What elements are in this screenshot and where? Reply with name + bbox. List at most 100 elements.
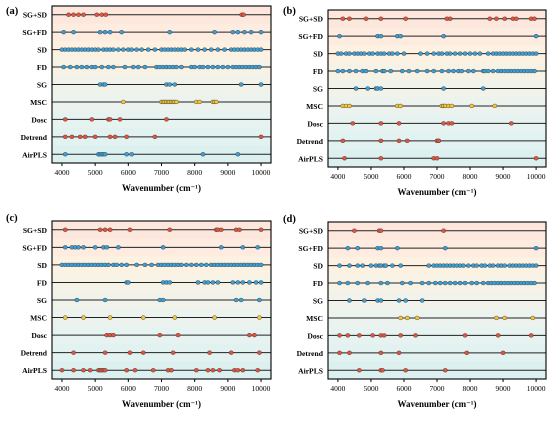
data-point [215, 64, 221, 70]
data-point [340, 16, 346, 21]
data-point [385, 280, 390, 286]
data-point [447, 51, 453, 56]
data-point [335, 68, 341, 74]
data-point [96, 47, 101, 52]
data-point [399, 68, 405, 74]
panel-label: (a) [6, 6, 19, 17]
data-point [482, 263, 488, 268]
data-point [347, 350, 352, 355]
data-point [89, 117, 95, 122]
category-label: Dosc [307, 331, 323, 340]
data-point [474, 263, 479, 268]
data-point [462, 280, 468, 286]
data-point [61, 30, 66, 35]
data-point [502, 263, 508, 268]
data-point [258, 227, 264, 232]
data-point [121, 99, 126, 105]
data-point [192, 64, 198, 70]
data-point [500, 350, 506, 355]
data-point [381, 333, 387, 338]
data-point [462, 333, 468, 338]
data-point [200, 64, 206, 70]
data-point [62, 315, 68, 320]
data-point [102, 297, 108, 303]
data-point [129, 47, 134, 52]
data-point [107, 134, 113, 139]
data-point [370, 51, 375, 56]
data-point [357, 368, 362, 373]
data-point [135, 64, 141, 70]
data-point [258, 82, 264, 87]
data-point [194, 262, 199, 268]
category-label: AirPLS [298, 154, 323, 163]
data-point [533, 156, 539, 161]
data-point [446, 68, 451, 74]
category-label: SG [37, 81, 47, 90]
data-point [487, 16, 493, 21]
data-point [124, 262, 129, 268]
data-point [340, 68, 346, 74]
data-point [175, 332, 181, 338]
data-point [378, 156, 384, 161]
category-label: SD [37, 46, 47, 55]
data-point [378, 86, 384, 91]
data-point [197, 99, 202, 105]
data-point [480, 86, 486, 91]
data-point [233, 297, 239, 303]
x-tick-label: 5000 [363, 172, 378, 181]
data-point [167, 280, 173, 285]
data-point [238, 82, 244, 87]
data-point [252, 332, 257, 338]
panel-label: (d) [283, 214, 296, 225]
data-point [210, 368, 216, 373]
category-label: Detrend [21, 349, 48, 358]
data-point [533, 263, 539, 268]
data-point [79, 64, 85, 70]
data-point [195, 47, 201, 52]
data-point [258, 280, 264, 285]
data-point [342, 156, 347, 161]
data-point [145, 47, 151, 52]
data-point [99, 12, 105, 17]
data-point [106, 64, 111, 70]
x-axis-label: Wavenumber (cm⁻¹) [122, 183, 201, 193]
x-tick-label: 8000 [187, 168, 202, 177]
data-point [347, 51, 352, 56]
data-point [464, 350, 470, 355]
data-point [437, 280, 443, 286]
category-label: SG+SD [23, 11, 48, 20]
data-point [205, 280, 211, 285]
x-tick-label: 7000 [430, 172, 445, 181]
data-point [457, 51, 463, 56]
data-point [338, 51, 344, 56]
data-point [142, 262, 148, 268]
category-label: SG [313, 297, 323, 306]
data-point [97, 227, 103, 232]
data-point [208, 47, 214, 52]
data-point [215, 47, 221, 52]
data-point [347, 16, 352, 21]
chart-panel: SG+SD SG+FD SD FD SG MSC Dosc Detrend AirPLS 4000… [283, 6, 547, 197]
data-point [241, 12, 246, 17]
data-point [198, 262, 204, 268]
data-point [116, 245, 121, 250]
data-point [235, 368, 241, 373]
data-point [102, 152, 108, 157]
data-point [248, 30, 254, 35]
data-point [106, 262, 111, 268]
x-tick-label: 6000 [396, 172, 411, 181]
data-point [396, 298, 402, 303]
data-point [368, 263, 374, 268]
data-point [439, 68, 445, 74]
data-point [111, 64, 116, 70]
data-point [62, 152, 68, 157]
data-point [457, 280, 463, 286]
x-tick-label: 9000 [496, 172, 511, 181]
data-point [81, 315, 86, 320]
data-point [347, 103, 352, 109]
data-point [347, 68, 352, 74]
data-point [528, 333, 534, 338]
data-point [532, 68, 537, 74]
data-point [345, 280, 351, 286]
data-point [466, 68, 471, 74]
